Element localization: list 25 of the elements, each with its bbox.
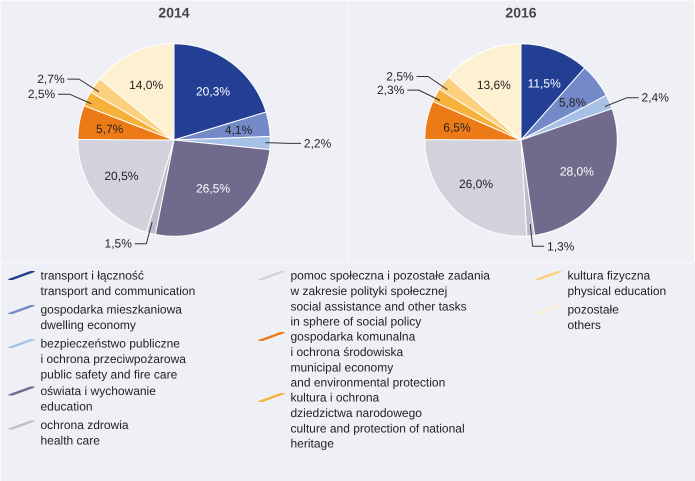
data-label: 26,5% [196, 182, 230, 196]
data-label: 2,4% [642, 90, 670, 105]
data-label: 4,1% [224, 122, 253, 137]
data-label: 26,0% [458, 176, 494, 191]
legend-label: kultura i ochrona dziedzictwa narodowego culture and protection of national heritage [290, 390, 465, 451]
chart-title: 2016 [505, 4, 537, 20]
chart-title: 2014 [158, 4, 190, 20]
data-label: 20,5% [104, 169, 139, 184]
data-label: 2,3% [377, 83, 405, 98]
legend-label: ochrona zdrowia health care [40, 418, 129, 448]
data-label: 28,0% [560, 164, 594, 179]
data-label: 1,5% [104, 236, 132, 251]
data-label: 11,5% [528, 76, 562, 90]
data-label: 5,7% [96, 122, 124, 136]
data-label: 2,7% [37, 72, 65, 86]
data-label: 6,5% [443, 120, 471, 134]
data-label: 14,0% [129, 78, 164, 92]
data-label: 2,2% [304, 136, 332, 150]
data-label: 1,3% [547, 239, 575, 254]
data-label: 2,5% [386, 69, 414, 84]
data-label: 2,5% [28, 87, 56, 102]
data-label: 20,3% [196, 84, 230, 98]
legend-label: pozostałe others [568, 302, 620, 332]
data-label: 5,8% [558, 96, 587, 110]
data-label: 13,6% [476, 78, 512, 92]
